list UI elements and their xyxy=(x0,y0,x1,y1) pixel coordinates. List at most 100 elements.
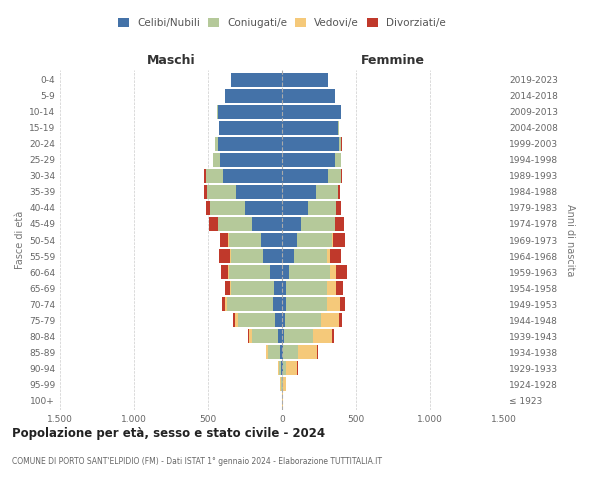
Bar xyxy=(229,233,260,247)
Bar xyxy=(296,233,332,247)
Bar xyxy=(275,313,282,327)
Bar xyxy=(279,361,281,376)
Bar xyxy=(260,233,282,247)
Bar xyxy=(226,281,230,295)
Bar xyxy=(218,217,251,231)
Bar xyxy=(235,313,238,327)
Bar xyxy=(205,185,207,199)
Bar xyxy=(282,249,293,263)
Bar xyxy=(316,185,338,199)
Bar xyxy=(263,249,282,263)
Bar xyxy=(335,153,341,167)
Bar xyxy=(220,233,228,247)
Bar xyxy=(282,361,283,376)
Bar xyxy=(253,329,278,344)
Bar xyxy=(282,329,284,344)
Bar xyxy=(284,313,322,327)
Bar xyxy=(282,217,301,231)
Bar xyxy=(327,249,330,263)
Bar xyxy=(282,313,284,327)
Text: Maschi: Maschi xyxy=(146,54,196,68)
Bar xyxy=(222,297,225,311)
Bar xyxy=(282,169,328,183)
Bar xyxy=(282,72,328,86)
Bar xyxy=(236,185,282,199)
Bar xyxy=(225,297,227,311)
Bar xyxy=(330,265,336,279)
Bar xyxy=(313,329,332,344)
Bar xyxy=(238,313,275,327)
Bar xyxy=(231,249,263,263)
Bar xyxy=(282,281,286,295)
Bar xyxy=(215,136,218,151)
Bar xyxy=(282,88,335,102)
Text: COMUNE DI PORTO SANT'ELPIDIO (FM) - Dati ISTAT 1° gennaio 2024 - Elaborazione TU: COMUNE DI PORTO SANT'ELPIDIO (FM) - Dati… xyxy=(12,458,382,466)
Bar xyxy=(266,345,268,360)
Bar xyxy=(283,378,286,392)
Legend: Celibi/Nubili, Coniugati/e, Vedovi/e, Divorziati/e: Celibi/Nubili, Coniugati/e, Vedovi/e, Di… xyxy=(114,14,450,32)
Bar xyxy=(301,217,335,231)
Bar xyxy=(233,313,235,327)
Bar xyxy=(209,217,218,231)
Bar xyxy=(230,281,231,295)
Bar xyxy=(231,281,274,295)
Bar xyxy=(218,136,282,151)
Bar xyxy=(282,153,335,167)
Bar xyxy=(273,297,282,311)
Bar xyxy=(219,120,282,135)
Bar xyxy=(298,345,317,360)
Bar xyxy=(330,249,341,263)
Bar xyxy=(289,265,330,279)
Bar xyxy=(282,201,308,215)
Bar xyxy=(245,201,282,215)
Bar xyxy=(328,169,341,183)
Bar xyxy=(286,297,327,311)
Bar xyxy=(282,297,286,311)
Bar xyxy=(221,265,229,279)
Bar xyxy=(340,297,346,311)
Bar xyxy=(223,169,282,183)
Bar xyxy=(283,345,298,360)
Bar xyxy=(283,361,286,376)
Bar xyxy=(270,265,282,279)
Bar xyxy=(282,265,289,279)
Text: Femmine: Femmine xyxy=(361,54,425,68)
Bar xyxy=(335,217,344,231)
Bar xyxy=(280,345,282,360)
Bar xyxy=(207,185,236,199)
Bar xyxy=(322,313,339,327)
Bar xyxy=(206,201,210,215)
Bar xyxy=(308,201,336,215)
Bar xyxy=(282,345,283,360)
Bar xyxy=(278,329,282,344)
Bar xyxy=(339,313,343,327)
Bar xyxy=(274,281,282,295)
Text: Popolazione per età, sesso e stato civile - 2024: Popolazione per età, sesso e stato civil… xyxy=(12,428,325,440)
Bar xyxy=(332,233,333,247)
Bar xyxy=(286,281,327,295)
Bar xyxy=(341,169,342,183)
Bar xyxy=(206,169,223,183)
Bar xyxy=(204,169,206,183)
Y-axis label: Fasce di età: Fasce di età xyxy=(15,211,25,269)
Bar xyxy=(282,120,338,135)
Bar xyxy=(278,361,279,376)
Bar xyxy=(250,329,253,344)
Bar xyxy=(219,249,230,263)
Bar xyxy=(218,104,282,119)
Bar xyxy=(227,297,273,311)
Bar xyxy=(286,361,297,376)
Bar xyxy=(281,361,282,376)
Bar xyxy=(327,281,336,295)
Bar xyxy=(248,329,250,344)
Bar xyxy=(225,88,282,102)
Bar xyxy=(333,233,344,247)
Bar xyxy=(213,153,220,167)
Bar xyxy=(231,72,282,86)
Bar xyxy=(282,104,341,119)
Bar xyxy=(338,185,340,199)
Bar xyxy=(336,265,347,279)
Bar xyxy=(282,185,316,199)
Bar xyxy=(340,136,341,151)
Bar xyxy=(327,297,340,311)
